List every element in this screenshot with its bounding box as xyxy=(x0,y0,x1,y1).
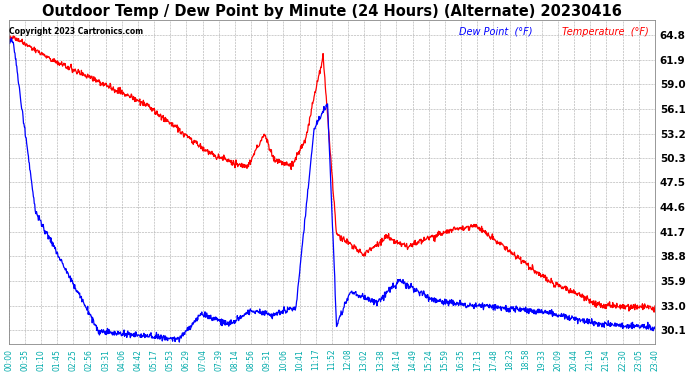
Text: Temperature  (°F): Temperature (°F) xyxy=(562,27,649,37)
Text: Dew Point  (°F): Dew Point (°F) xyxy=(459,27,532,37)
Title: Outdoor Temp / Dew Point by Minute (24 Hours) (Alternate) 20230416: Outdoor Temp / Dew Point by Minute (24 H… xyxy=(42,4,622,19)
Text: Copyright 2023 Cartronics.com: Copyright 2023 Cartronics.com xyxy=(9,27,144,36)
